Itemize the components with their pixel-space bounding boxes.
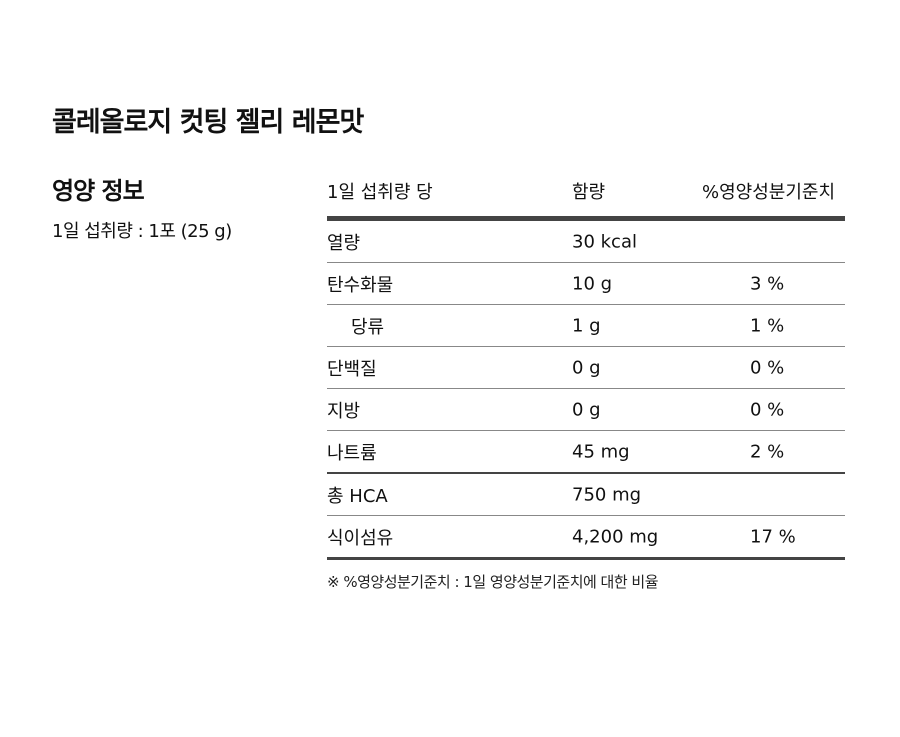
table-cell: 4,200 mg xyxy=(572,526,659,547)
table-cell: 10 g xyxy=(572,273,613,294)
table-cell: 0 g xyxy=(572,357,601,378)
table-cell: 나트륨 xyxy=(327,442,377,464)
table-header: 1일 섭취량 당 함량 %영양성분기준치 xyxy=(327,166,845,221)
table-row: 단백질 0 g 0 % xyxy=(327,347,845,389)
column-header: 1일 섭취량 당 xyxy=(327,182,433,203)
table-cell: 750 mg xyxy=(572,484,642,505)
table-cell: 탄수화물 xyxy=(327,274,394,296)
table-cell: 1 % xyxy=(750,315,785,336)
column-header: %영양성분기준치 xyxy=(702,182,836,203)
table-cell: 열량 xyxy=(327,232,361,254)
table-cell: 식이섬유 xyxy=(327,527,394,549)
table-body: 열량 30 kcal 탄수화물 10 g 3 % 당류 1 g 1 % 단백질 0 g 0 % 지방 0… xyxy=(327,221,845,560)
table-cell: 3 % xyxy=(750,273,785,294)
table-row: 식이섬유 4,200 mg 17 % xyxy=(327,516,845,560)
table-cell: 1 g xyxy=(572,315,601,336)
table-cell: 0 % xyxy=(750,399,785,420)
table-cell: 45 mg xyxy=(572,441,630,462)
table-row: 탄수화물 10 g 3 % xyxy=(327,263,845,305)
nutrition-table: 1일 섭취량 당 함량 %영양성분기준치 열량 30 kcal 탄수화물 10 g 3 … xyxy=(327,166,845,560)
table-cell: 17 % xyxy=(750,526,796,547)
column-header: 함량 xyxy=(572,182,606,203)
table-cell: 총 HCA xyxy=(327,485,388,507)
table-row: 지방 0 g 0 % xyxy=(327,389,845,431)
table-cell: 2 % xyxy=(750,441,785,462)
table-cell: 30 kcal xyxy=(572,231,637,252)
table-row: 열량 30 kcal xyxy=(327,221,845,263)
product-title: 콜레올로지 컷팅 젤리 레몬맛 xyxy=(52,107,364,138)
section-title: 영양 정보 xyxy=(52,177,145,205)
footnote: ※ %영양성분기준치 : 1일 영양성분기준치에 대한 비율 xyxy=(327,573,659,591)
table-cell: 0 % xyxy=(750,357,785,378)
table-cell: 단백질 xyxy=(327,358,377,380)
table-cell: 지방 xyxy=(327,400,361,422)
table-cell: 0 g xyxy=(572,399,601,420)
table-row: 나트륨 45 mg 2 % xyxy=(327,431,845,474)
table-cell: 당류 xyxy=(351,316,385,338)
table-row: 총 HCA 750 mg xyxy=(327,474,845,516)
serving-size: 1일 섭취량 : 1포 (25 g) xyxy=(52,221,232,242)
table-row: 당류 1 g 1 % xyxy=(327,305,845,347)
